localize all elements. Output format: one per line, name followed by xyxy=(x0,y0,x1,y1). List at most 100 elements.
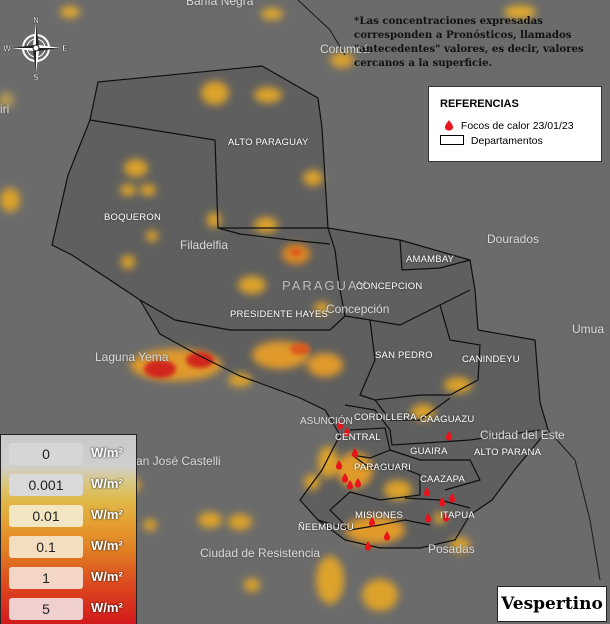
fire-hotspot-marker xyxy=(439,497,445,507)
place-umua: Umua xyxy=(572,322,605,336)
dept-alto-paraguay: ALTO PARAGUAY xyxy=(228,137,309,148)
heat-spot xyxy=(254,217,278,233)
legend-box: REFERENCIAS Focos de calor 23/01/23 Depa… xyxy=(428,86,602,162)
fire-hotspot-marker xyxy=(384,531,390,541)
place-posadas: Posadas xyxy=(428,542,475,556)
heat-spot xyxy=(261,8,283,20)
dept-paraguari: PARAGUARI xyxy=(354,462,412,473)
fire-hotspot-marker xyxy=(355,478,361,488)
heat-spot xyxy=(444,377,472,393)
heat-plumes-high xyxy=(144,248,310,378)
dept-canindeyu: CANINDEYU xyxy=(462,354,520,365)
heat-spot xyxy=(120,184,136,196)
heat-spot xyxy=(238,276,266,294)
heat-spot xyxy=(124,159,148,177)
compass-n: N xyxy=(33,16,39,25)
heat-spot xyxy=(244,578,260,592)
heat-spot xyxy=(434,512,446,524)
heat-spot xyxy=(330,52,354,68)
dept-cordillera: CORDILLERA xyxy=(354,412,417,423)
dept-alto-parana: ALTO PARANA xyxy=(474,447,542,458)
place-filadelfia: Filadelfia xyxy=(180,238,229,252)
place-paraguay: PARAGUAY xyxy=(282,278,369,293)
heat-spot xyxy=(316,556,344,604)
scale-unit-2: W/m² xyxy=(91,507,123,522)
fire-hotspot-marker xyxy=(424,487,430,497)
heat-spot xyxy=(198,512,222,528)
heat-spot xyxy=(314,302,330,314)
place-ciudad-del-este: Ciudad del Este xyxy=(480,428,565,442)
heat-spot xyxy=(228,514,252,530)
place-san-jose-castelli: an José Castelli xyxy=(136,454,221,468)
heat-spot xyxy=(318,446,338,478)
scale-value-1: 0.001 xyxy=(9,474,83,496)
heat-spot xyxy=(362,579,398,611)
place-asuncion: ASUNCIÓN xyxy=(300,416,353,427)
heat-spot xyxy=(411,404,435,420)
scale-value-3: 0.1 xyxy=(9,536,83,558)
fire-hotspot-marker xyxy=(352,448,358,458)
dept-central: CENTRAL xyxy=(335,432,381,443)
dept-boqueron: BOQUERON xyxy=(104,212,162,223)
heat-spot-high xyxy=(186,352,214,368)
fire-hotspot-marker xyxy=(449,493,455,503)
scale-value-4: 1 xyxy=(9,567,83,589)
scale-unit-4: W/m² xyxy=(91,569,123,584)
heat-spot xyxy=(303,170,323,186)
fire-hotspot-marker xyxy=(443,512,449,522)
dept-presidente-hayes: PRESIDENTE HAYES xyxy=(230,309,329,320)
heat-spot xyxy=(254,87,282,103)
international-border xyxy=(547,429,601,581)
scale-value-5: 5 xyxy=(9,598,83,620)
scale-gradient xyxy=(1,435,136,624)
fire-hotspot-marker xyxy=(344,427,350,437)
dept-caazapa: CAAZAPA xyxy=(420,474,466,485)
place-iri: iri xyxy=(0,102,10,116)
legend-title: REFERENCIAS xyxy=(440,98,519,110)
international-border xyxy=(297,0,346,56)
legend-dept-row: Departamentos xyxy=(440,135,543,147)
fire-hotspot-marker xyxy=(336,460,342,470)
fire-hotspot-marker xyxy=(365,541,371,551)
scale-unit-5: W/m² xyxy=(91,600,123,615)
heat-spot xyxy=(143,519,157,531)
compass-w: W xyxy=(3,44,11,53)
dept-san-pedro: SAN PEDRO xyxy=(375,350,433,361)
dept-outline-icon xyxy=(440,135,464,145)
paraguay-territory xyxy=(52,66,548,548)
heat-spot xyxy=(228,373,252,387)
dept-concepcion: CONCEPCION xyxy=(356,281,423,292)
heat-spot xyxy=(121,255,135,269)
fire-hotspot-marker xyxy=(425,513,431,523)
heat-spot xyxy=(0,188,20,212)
heat-spot xyxy=(450,537,470,553)
fire-hotspot-marker xyxy=(342,473,348,483)
heat-spot-high xyxy=(290,248,302,256)
scale-unit-0: W/m² xyxy=(91,445,123,460)
dept-amambay: AMAMBAY xyxy=(406,254,455,265)
fire-hotspot-marker xyxy=(369,517,375,527)
compass-e: E xyxy=(62,44,68,53)
dept-itapua: ITAPUA xyxy=(440,510,475,521)
heat-spot xyxy=(140,184,156,196)
place-concepcion-city: Concepción xyxy=(326,302,390,316)
department-boundaries xyxy=(51,65,549,549)
heat-spot-high xyxy=(290,343,310,355)
dept-misiones: MISIONES xyxy=(355,510,404,521)
dept-guaira: GUAIRA xyxy=(410,446,448,457)
legend-fire-row: Focos de calor 23/01/23 xyxy=(440,119,574,132)
legend-dept-label: Departamentos xyxy=(470,135,543,147)
place-resistencia: Ciudad de Resistencia xyxy=(200,546,321,560)
legend-fire-label: Focos de calor 23/01/23 xyxy=(460,120,574,132)
heat-spot xyxy=(504,5,536,19)
heat-spot xyxy=(0,92,14,108)
place-laguna-yema: Laguna Yema xyxy=(95,350,169,364)
fire-hotspot-marker xyxy=(337,420,343,430)
place-dourados: Dourados xyxy=(487,232,540,246)
heat-spot-high xyxy=(144,360,176,378)
dept-neembucu: ÑEEMBUCU xyxy=(298,522,354,533)
scale-value-0: 0 xyxy=(9,443,83,465)
